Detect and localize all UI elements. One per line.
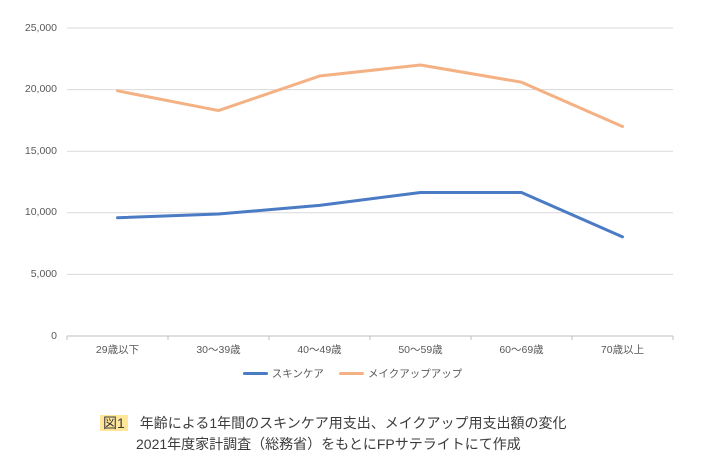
legend-swatch (338, 372, 364, 375)
y-axis-tick-label: 0 (51, 329, 57, 342)
legend-item: スキンケア (242, 366, 324, 381)
caption-line-2: 2021年度家計調査（総務省）をもとにFPサテライトにて作成 (136, 436, 521, 452)
caption-title-text: 年齢による1年間のスキンケア用支出、メイクアップ用支出額の変化 (139, 415, 567, 431)
legend-label: スキンケア (271, 368, 324, 380)
legend-label: メイクアップアップ (367, 368, 463, 380)
y-axis-tick-label: 25,000 (24, 21, 57, 34)
series-line-スキンケア (116, 190, 624, 239)
y-axis-tick-label: 15,000 (24, 144, 57, 157)
figure-number-tag: 図1 (100, 415, 128, 431)
x-axis-category-label: 70歳以上 (600, 344, 645, 356)
line-chart-plot-area (66, 27, 674, 340)
chart-legend: スキンケア メイクアップアップ (0, 366, 705, 381)
x-axis-category-label: 60〜69歳 (499, 344, 544, 356)
legend-swatch (242, 372, 268, 375)
x-axis-category-label: 29歳以下 (95, 344, 140, 356)
x-axis-category-label: 30〜39歳 (196, 344, 241, 356)
x-axis-category-label: 50〜59歳 (398, 344, 443, 356)
y-axis-tick-label: 5,000 (30, 267, 57, 280)
y-axis-tick-label: 20,000 (24, 83, 57, 96)
series-line-メイクアップアップ (116, 63, 624, 129)
y-axis-tick-label: 10,000 (24, 206, 57, 219)
x-axis-category-label: 40〜49歳 (297, 344, 342, 356)
caption-line-1: 図1 年齢による1年間のスキンケア用支出、メイクアップ用支出額の変化 (100, 413, 566, 433)
legend-item: メイクアップアップ (338, 366, 463, 381)
